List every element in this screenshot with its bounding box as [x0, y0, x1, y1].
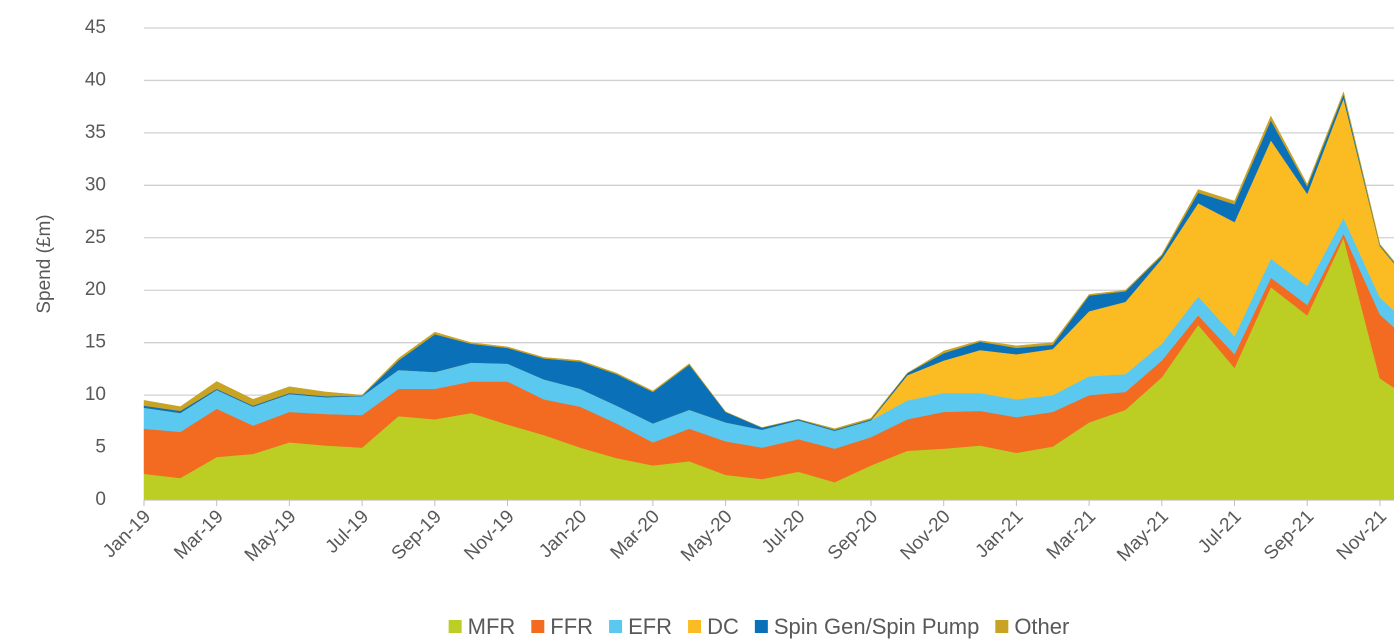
plot-area	[143, 91, 1394, 501]
legend-label: DC	[707, 614, 739, 639]
legend-swatch	[448, 620, 462, 633]
x-tick-label: Jan-19	[99, 506, 155, 562]
legend-swatch	[531, 620, 545, 633]
x-tick-label: Nov-19	[460, 506, 518, 564]
y-tick-label: 35	[85, 122, 106, 143]
legend-label: MFR	[468, 614, 516, 639]
legend-swatch	[995, 620, 1009, 633]
x-tick-label: Nov-20	[897, 506, 955, 564]
x-tick-label: Jan-20	[535, 506, 591, 562]
x-tick-label: Sep-21	[1260, 506, 1318, 564]
legend-label: Other	[1014, 614, 1069, 639]
x-tick-label: Sep-20	[824, 506, 882, 564]
y-tick-label: 0	[95, 489, 106, 510]
legend-swatch	[754, 620, 768, 633]
y-tick-label: 25	[85, 227, 106, 248]
legend-label: EFR	[628, 614, 672, 639]
x-tick-label: Mar-19	[170, 506, 227, 563]
x-tick-label: Jul-19	[322, 506, 373, 557]
y-tick-label: 45	[85, 17, 106, 38]
x-tick-label: Jul-20	[758, 506, 809, 557]
x-tick-label: Mar-20	[607, 506, 664, 563]
legend-swatch	[688, 620, 702, 633]
x-tick-label: Nov-21	[1333, 506, 1391, 564]
x-tick-label: May-20	[677, 506, 737, 566]
legend-label: FFR	[550, 614, 593, 639]
legend-label: Spin Gen/Spin Pump	[774, 614, 979, 639]
y-tick-label: 15	[85, 332, 106, 353]
y-tick-label: 10	[85, 384, 106, 405]
x-tick-label: Jan-21	[972, 506, 1028, 562]
y-tick-label: 5	[95, 437, 106, 458]
x-tick-label: Sep-19	[388, 506, 446, 564]
y-tick-label: 30	[85, 174, 106, 195]
x-tick-label: Jul-21	[1194, 506, 1245, 557]
legend: MFR FFR EFR DC Spin Gen/Spin Pump Other	[448, 614, 1069, 639]
x-tick-label: May-21	[1113, 506, 1173, 566]
y-tick-label: 40	[85, 69, 106, 90]
x-tick-label: May-19	[241, 506, 301, 566]
y-tick-label: 20	[85, 279, 106, 300]
legend-swatch	[609, 620, 623, 633]
x-tick-label: Mar-21	[1043, 506, 1100, 563]
area	[143, 91, 1394, 430]
y-axis-label: Spend (£m)	[34, 214, 55, 313]
